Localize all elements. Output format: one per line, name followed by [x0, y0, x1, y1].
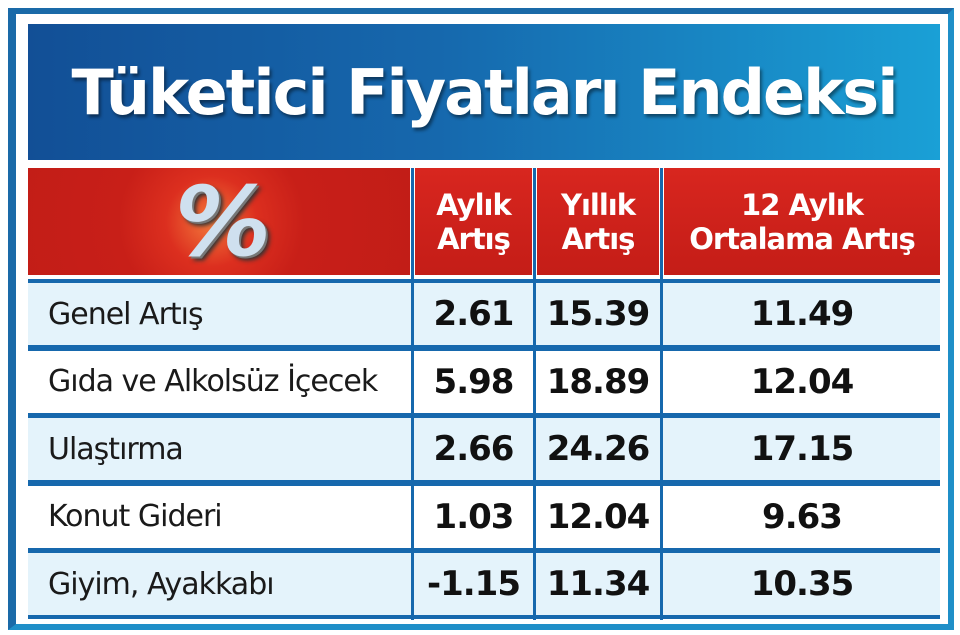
value-cell: 18.89: [546, 361, 651, 402]
value-cell: -1.15: [427, 564, 521, 604]
value-cell: 5.98: [433, 361, 515, 402]
value-cell: 2.66: [433, 429, 515, 469]
value-cell: 11.34: [546, 564, 651, 604]
table-row: Giyim, Ayakkabı -1.15 11.34 10.35: [28, 549, 940, 619]
header-yearly: Yıllık Artış: [537, 168, 659, 275]
value-cell: 9.63: [762, 496, 843, 537]
column-divider: [660, 168, 663, 620]
header-text: Artış: [437, 221, 511, 256]
row-label: Konut Gideri: [48, 499, 223, 534]
value-cell: 12.04: [750, 361, 855, 402]
header-text: Aylık: [436, 187, 511, 222]
header-monthly: Aylık Artış: [415, 168, 532, 275]
header-text: Artış: [561, 221, 636, 256]
value-cell: 11.49: [750, 294, 855, 334]
value-cell: 17.15: [750, 429, 855, 469]
value-cell: 2.61: [433, 294, 515, 334]
table-row: Genel Artış 2.61 15.39 11.49: [28, 279, 940, 349]
table-row: Ulaştırma 2.66 24.26 17.15: [28, 414, 940, 484]
column-divider: [411, 168, 414, 620]
table-row: Gıda ve Alkolsüz İçecek 5.98 18.89 12.04: [28, 346, 940, 417]
value-cell: 15.39: [546, 294, 651, 334]
row-label: Genel Artış: [48, 296, 204, 332]
row-label: Gıda ve Alkolsüz İçecek: [48, 364, 378, 399]
table-row: Konut Gideri 1.03 12.04 9.63: [28, 481, 940, 552]
header-text: Ortalama Artış: [689, 221, 916, 256]
title-banner: Tüketici Fiyatları Endeksi: [28, 24, 940, 160]
column-divider: [533, 168, 536, 620]
row-label: Ulaştırma: [48, 431, 184, 467]
header-text: 12 Aylık: [741, 187, 864, 222]
header-12month-avg: 12 Aylık Ortalama Artış: [664, 168, 940, 275]
page-title: Tüketici Fiyatları Endeksi: [71, 55, 899, 129]
header-logo-cell: %: [28, 168, 410, 275]
value-cell: 12.04: [546, 496, 651, 537]
header-text: Yıllık: [560, 187, 636, 222]
value-cell: 24.26: [546, 429, 651, 469]
value-cell: 1.03: [433, 496, 515, 537]
percent-money-icon: %: [174, 165, 271, 278]
value-cell: 10.35: [750, 564, 855, 604]
row-label: Giyim, Ayakkabı: [48, 566, 275, 602]
